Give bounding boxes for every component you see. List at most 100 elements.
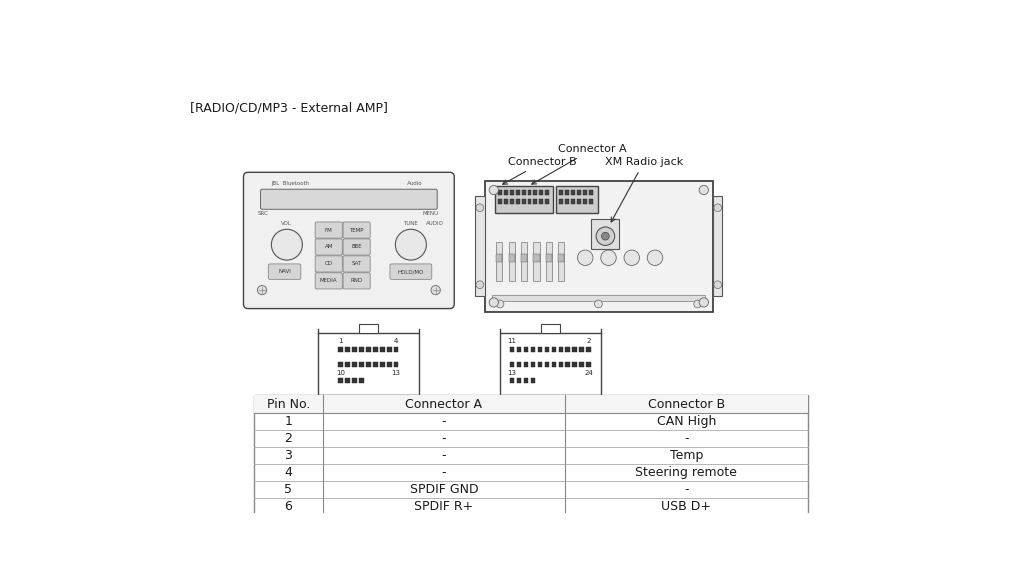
Text: 1: 1 <box>338 338 343 344</box>
Bar <box>254 395 808 414</box>
Bar <box>530 378 536 382</box>
Text: Audio: Audio <box>407 181 423 185</box>
Bar <box>538 347 543 352</box>
Bar <box>559 190 563 195</box>
Bar <box>572 347 578 352</box>
Text: Steering remote: Steering remote <box>636 466 737 479</box>
Bar <box>559 199 563 204</box>
Bar <box>366 362 371 367</box>
Bar <box>534 242 540 281</box>
Text: SPDIF GND: SPDIF GND <box>410 483 478 496</box>
Bar <box>510 362 514 367</box>
Bar <box>510 199 514 204</box>
Bar <box>571 190 574 195</box>
Text: 2: 2 <box>285 432 293 445</box>
Text: -: - <box>441 466 446 479</box>
Text: [RADIO/CD/MP3 - External AMP]: [RADIO/CD/MP3 - External AMP] <box>190 101 388 114</box>
Text: 13: 13 <box>508 370 516 376</box>
Text: 11: 11 <box>508 338 516 344</box>
Bar <box>504 190 508 195</box>
Bar <box>516 190 520 195</box>
Bar <box>540 190 543 195</box>
Bar <box>565 199 568 204</box>
FancyBboxPatch shape <box>315 256 342 272</box>
Text: FM: FM <box>325 228 333 233</box>
FancyBboxPatch shape <box>343 256 371 272</box>
Text: -: - <box>684 483 688 496</box>
Bar <box>254 395 808 515</box>
Bar <box>499 199 503 204</box>
FancyBboxPatch shape <box>244 172 455 309</box>
FancyBboxPatch shape <box>260 190 437 209</box>
Bar <box>496 254 503 262</box>
Bar <box>534 199 538 204</box>
Bar <box>517 378 521 382</box>
Circle shape <box>271 229 302 260</box>
Bar <box>580 347 584 352</box>
Bar <box>589 190 593 195</box>
Text: HOLD/MO: HOLD/MO <box>397 269 424 274</box>
Circle shape <box>431 286 440 295</box>
Bar <box>352 347 356 352</box>
Bar <box>523 378 528 382</box>
Bar <box>496 186 554 213</box>
Bar <box>523 362 528 367</box>
Bar <box>545 347 549 352</box>
FancyBboxPatch shape <box>315 222 342 238</box>
Bar <box>345 378 349 382</box>
FancyBboxPatch shape <box>343 239 371 255</box>
Circle shape <box>714 281 722 289</box>
Text: SAT: SAT <box>351 262 361 267</box>
Bar <box>338 347 343 352</box>
Bar <box>565 190 568 195</box>
Bar <box>565 347 570 352</box>
Text: 5: 5 <box>285 483 293 496</box>
Bar <box>345 362 349 367</box>
Bar <box>317 334 419 395</box>
Text: TUNE: TUNE <box>403 221 418 226</box>
Bar <box>583 190 587 195</box>
Bar <box>558 362 563 367</box>
Bar <box>592 219 620 248</box>
Bar <box>558 254 564 262</box>
Text: CAN High: CAN High <box>656 415 716 429</box>
Bar <box>534 254 540 262</box>
Text: USB D+: USB D+ <box>662 500 712 513</box>
Bar <box>578 199 581 204</box>
Text: 4: 4 <box>394 338 398 344</box>
FancyBboxPatch shape <box>315 239 342 255</box>
Bar <box>484 181 713 312</box>
Bar <box>504 199 508 204</box>
Bar <box>517 362 521 367</box>
Circle shape <box>578 250 593 266</box>
FancyBboxPatch shape <box>268 264 301 279</box>
Bar <box>510 347 514 352</box>
Circle shape <box>476 281 483 289</box>
Text: Temp: Temp <box>670 449 703 462</box>
Text: Connector A: Connector A <box>406 397 482 411</box>
Bar <box>338 362 343 367</box>
Text: Connector B: Connector B <box>648 397 725 411</box>
Bar <box>510 378 514 382</box>
Bar <box>516 199 520 204</box>
Bar <box>359 362 364 367</box>
Bar <box>517 347 521 352</box>
Bar <box>509 254 515 262</box>
Bar <box>538 362 543 367</box>
Circle shape <box>624 250 640 266</box>
Bar <box>565 362 570 367</box>
Bar <box>521 190 525 195</box>
Bar <box>509 242 515 281</box>
Text: -: - <box>441 432 446 445</box>
Bar <box>545 190 549 195</box>
Circle shape <box>496 300 504 308</box>
Text: TEMP: TEMP <box>349 228 364 233</box>
Circle shape <box>714 204 722 211</box>
Text: -: - <box>684 432 688 445</box>
Text: VOL: VOL <box>282 221 292 226</box>
Circle shape <box>489 298 499 307</box>
Circle shape <box>257 286 266 295</box>
Bar <box>521 254 527 262</box>
Bar <box>587 347 591 352</box>
Circle shape <box>693 300 701 308</box>
